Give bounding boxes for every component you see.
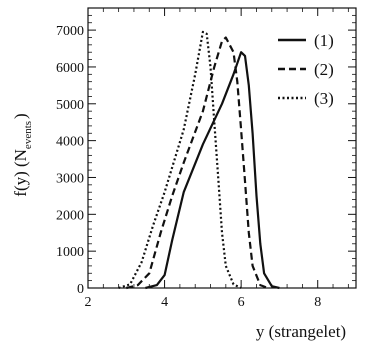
x-axis-title: y (strangelet) xyxy=(256,322,346,341)
y-tick-label: 6000 xyxy=(56,61,84,76)
y-axis-title-close: ) xyxy=(11,113,30,119)
x-tick-label: 4 xyxy=(161,295,168,310)
x-tick-label: 2 xyxy=(85,295,92,310)
legend: (1) (2) (3) xyxy=(278,31,334,108)
series-layer xyxy=(118,30,280,290)
axes: 0 1000 2000 3000 4000 5000 6000 7000 2 4 6 8 xyxy=(56,7,356,310)
legend-label-1: (1) xyxy=(314,31,334,50)
series-line-3 xyxy=(118,30,242,290)
y-tick-label: 2000 xyxy=(56,208,84,223)
y-tick-label: 4000 xyxy=(56,135,84,150)
y-axis-title: f(y) (Nevents) xyxy=(11,113,34,196)
y-axis-title-sub: events xyxy=(22,121,34,149)
y-tick-label: 5000 xyxy=(56,98,84,113)
y-tick-label: 7000 xyxy=(56,24,84,39)
x-tick-label: 8 xyxy=(314,295,321,310)
legend-label-3: (3) xyxy=(314,89,334,108)
plot-area xyxy=(87,7,357,289)
y-tick-label: 0 xyxy=(77,282,84,297)
y-tick-label: 3000 xyxy=(56,171,84,186)
y-axis-title-main: f(y) (N xyxy=(11,149,30,197)
x-tick-label: 6 xyxy=(238,295,245,310)
legend-label-2: (2) xyxy=(314,60,334,79)
plot-frame xyxy=(87,7,357,289)
series-line-1 xyxy=(145,51,280,290)
y-tick-label: 1000 xyxy=(56,245,84,260)
